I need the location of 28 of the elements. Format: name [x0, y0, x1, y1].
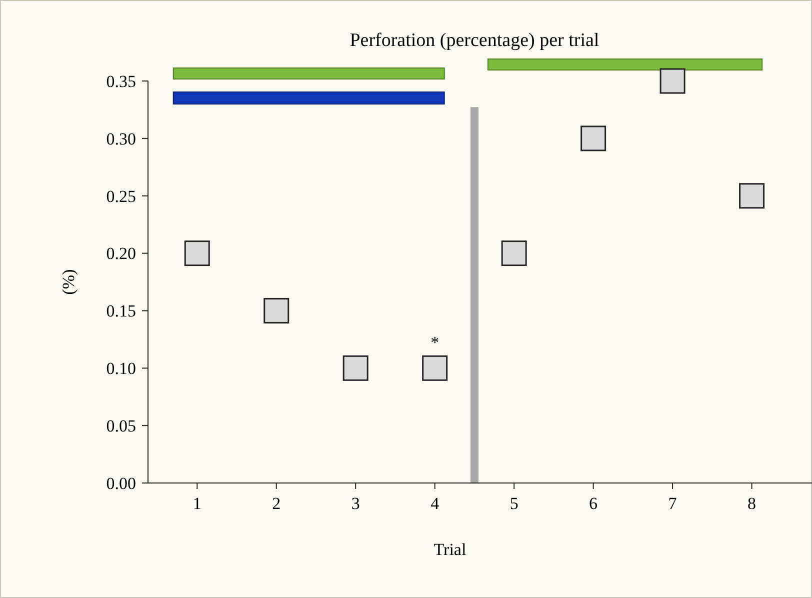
chart-title: Perforation (percentage) per trial — [350, 30, 600, 51]
x-tick-label: 6 — [589, 494, 598, 513]
point — [501, 240, 527, 266]
point — [342, 355, 368, 381]
x-tick-label: 5 — [510, 494, 518, 513]
x-tick-label: 2 — [272, 494, 281, 513]
y-tick-label: 0.15 — [106, 302, 136, 321]
x-tick-label: 8 — [748, 494, 756, 513]
x-tick-label: 7 — [668, 494, 678, 513]
point — [660, 68, 686, 94]
x-axis-title: Trial — [434, 540, 466, 559]
y-tick-label: 0.10 — [106, 359, 136, 378]
annotation: * — [430, 333, 440, 352]
point — [422, 355, 448, 381]
x-tick-label: 4 — [430, 494, 440, 513]
y-tick-label: 0.25 — [106, 186, 136, 206]
point — [739, 183, 765, 209]
y-tick-label: 0.35 — [106, 72, 136, 91]
point — [264, 298, 290, 324]
y-tick-label: 0.30 — [106, 129, 136, 148]
y-tick-label: 0.00 — [106, 474, 136, 493]
y-axis-title: (%) — [59, 269, 78, 295]
point — [184, 240, 210, 266]
x-tick-label: 1 — [192, 494, 202, 513]
y-tick-label: 0.05 — [106, 416, 136, 436]
x-tick-label: 3 — [351, 494, 360, 513]
point — [580, 126, 606, 152]
y-tick-label: 0.20 — [106, 244, 136, 264]
